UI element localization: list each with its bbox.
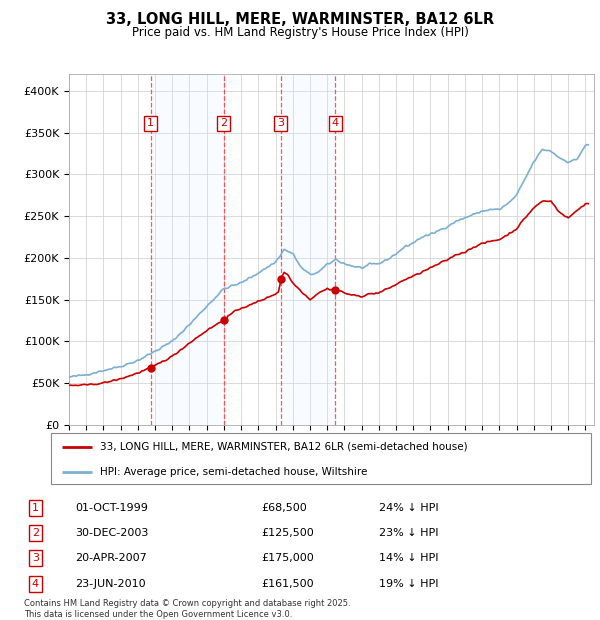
- Text: HPI: Average price, semi-detached house, Wiltshire: HPI: Average price, semi-detached house,…: [100, 467, 367, 477]
- Text: 3: 3: [32, 553, 39, 563]
- Bar: [151, 74, 224, 425]
- Text: 23-JUN-2010: 23-JUN-2010: [75, 579, 145, 589]
- Text: 1: 1: [147, 118, 154, 128]
- Text: 01-OCT-1999: 01-OCT-1999: [75, 503, 148, 513]
- Text: 20-APR-2007: 20-APR-2007: [75, 553, 146, 563]
- Text: 33, LONG HILL, MERE, WARMINSTER, BA12 6LR (semi-detached house): 33, LONG HILL, MERE, WARMINSTER, BA12 6L…: [100, 442, 467, 452]
- Text: 4: 4: [332, 118, 339, 128]
- Text: 3: 3: [277, 118, 284, 128]
- Text: 33, LONG HILL, MERE, WARMINSTER, BA12 6LR: 33, LONG HILL, MERE, WARMINSTER, BA12 6L…: [106, 12, 494, 27]
- Text: 19% ↓ HPI: 19% ↓ HPI: [379, 579, 439, 589]
- Text: 4: 4: [32, 579, 39, 589]
- Text: 30-DEC-2003: 30-DEC-2003: [75, 528, 148, 538]
- Text: 23% ↓ HPI: 23% ↓ HPI: [379, 528, 439, 538]
- Text: Price paid vs. HM Land Registry's House Price Index (HPI): Price paid vs. HM Land Registry's House …: [131, 26, 469, 39]
- Text: 1: 1: [32, 503, 39, 513]
- Text: 14% ↓ HPI: 14% ↓ HPI: [379, 553, 439, 563]
- Text: 24% ↓ HPI: 24% ↓ HPI: [379, 503, 439, 513]
- Text: £175,000: £175,000: [261, 553, 314, 563]
- Bar: [281, 74, 335, 425]
- Text: £161,500: £161,500: [261, 579, 314, 589]
- Text: 2: 2: [220, 118, 227, 128]
- Text: Contains HM Land Registry data © Crown copyright and database right 2025.
This d: Contains HM Land Registry data © Crown c…: [24, 600, 350, 619]
- Text: £68,500: £68,500: [261, 503, 307, 513]
- Text: £125,500: £125,500: [261, 528, 314, 538]
- Text: 2: 2: [32, 528, 39, 538]
